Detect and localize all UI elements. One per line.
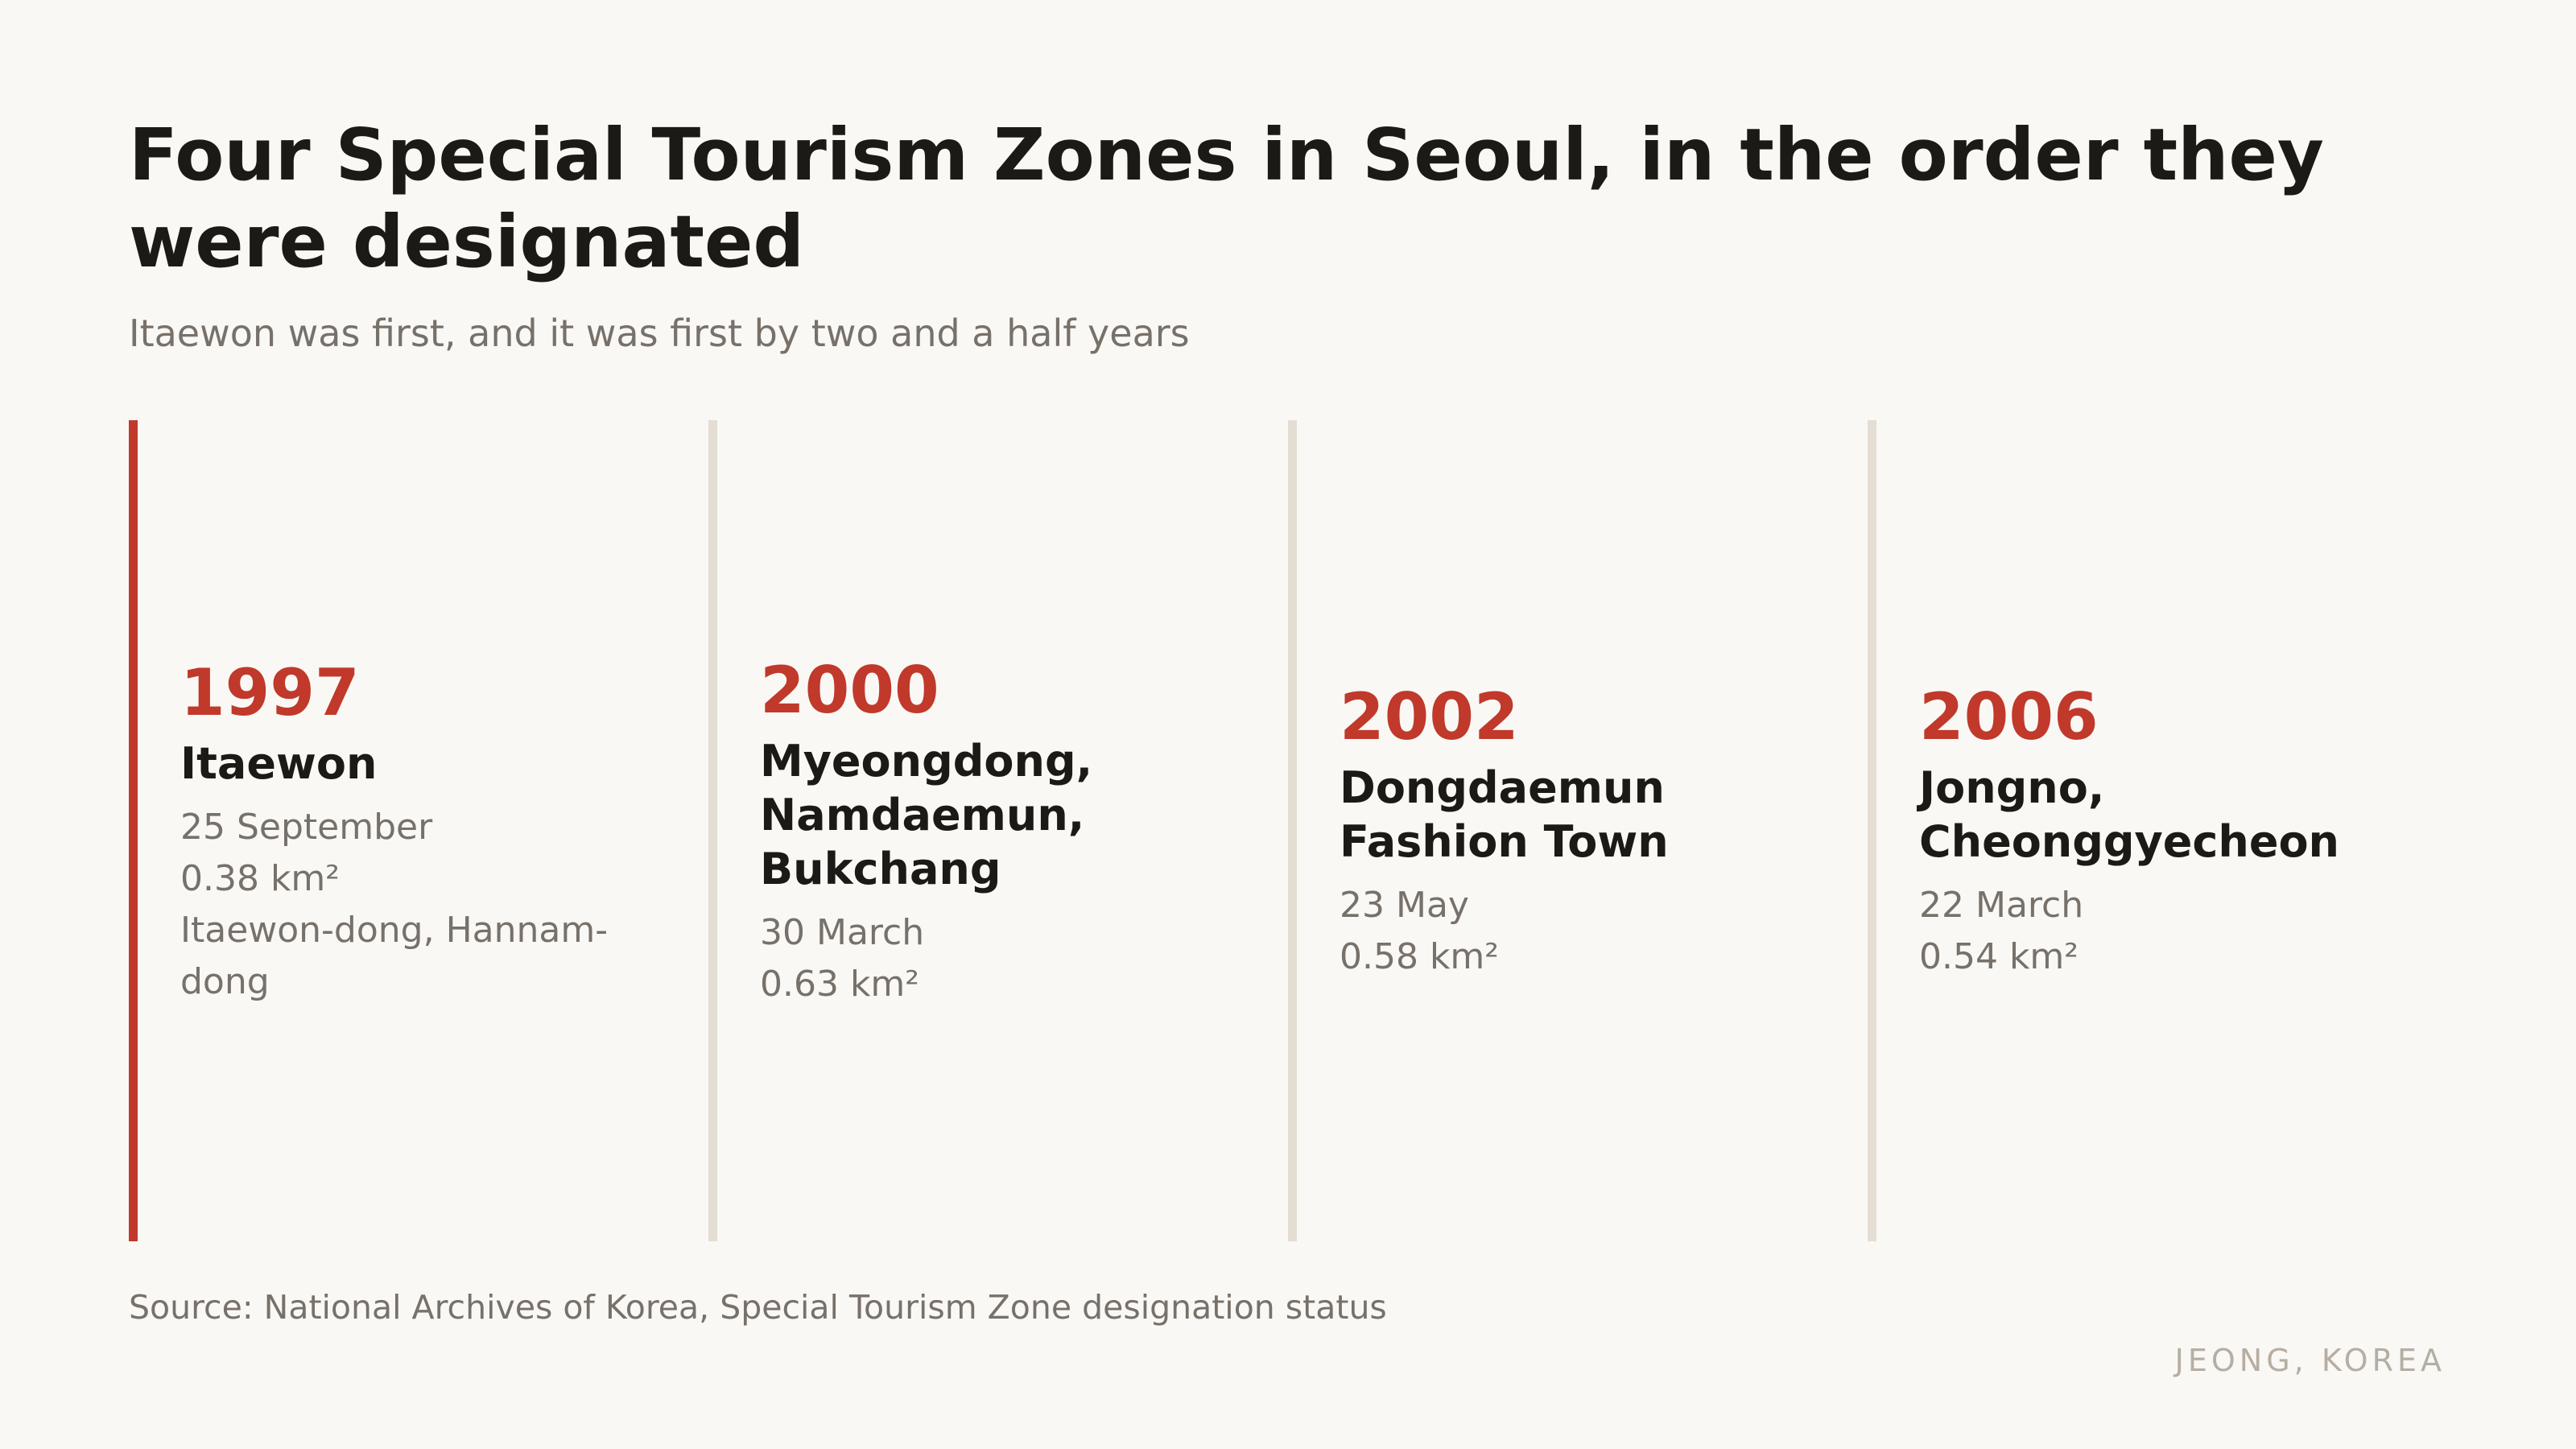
zone-area: 0.63 km² xyxy=(760,963,919,1005)
zone-details: 2002 Dongdaemun Fashion Town 23 May 0.58… xyxy=(1340,679,1823,983)
zone-date: 22 March xyxy=(1919,885,2084,926)
zone-year: 1997 xyxy=(180,654,360,730)
zone-details: 2006 Jongno, Cheonggyecheon 22 March 0.5… xyxy=(1919,679,2402,983)
zone-location: Itaewon-dong, Hannam-dong xyxy=(180,909,609,1002)
zone-year: 2000 xyxy=(760,652,939,728)
zone-year: 2002 xyxy=(1340,679,1519,754)
zone-name: Dongdaemun Fashion Town xyxy=(1340,762,1669,867)
zone-column-jongno: 2006 Jongno, Cheonggyecheon 22 March 0.5… xyxy=(1868,420,2447,1241)
zone-details: 1997 Itaewon 25 September 0.38 km² Itaew… xyxy=(180,654,663,1008)
credit-line: JEONG, KOREA xyxy=(2174,1343,2446,1378)
zone-column-dongdaemun: 2002 Dongdaemun Fashion Town 23 May 0.58… xyxy=(1288,420,1868,1241)
zone-date: 30 March xyxy=(760,911,925,953)
zone-area: 0.38 km² xyxy=(180,857,340,899)
source-note: Source: National Archives of Korea, Spec… xyxy=(129,1288,1387,1327)
zone-column-myeongdong: 2000 Myeongdong, Namdaemun, Bukchang 30 … xyxy=(708,420,1288,1241)
timeline-rule xyxy=(708,420,717,1241)
zone-year: 2006 xyxy=(1919,679,2099,754)
zone-area: 0.58 km² xyxy=(1340,936,1499,977)
zone-date: 25 September xyxy=(180,806,433,848)
timeline-rule-highlight xyxy=(129,420,138,1241)
zone-area: 0.54 km² xyxy=(1919,936,2079,977)
zone-name: Myeongdong, Namdaemun, Bukchang xyxy=(760,735,1093,894)
page-title: Four Special Tourism Zones in Seoul, in … xyxy=(129,113,2324,283)
timeline: 1997 Itaewon 25 September 0.38 km² Itaew… xyxy=(129,420,2447,1241)
page-subtitle: Itaewon was first, and it was first by t… xyxy=(129,312,1190,355)
timeline-rule xyxy=(1868,420,1876,1241)
zone-name: Itaewon xyxy=(180,737,378,789)
zone-column-itaewon: 1997 Itaewon 25 September 0.38 km² Itaew… xyxy=(129,420,708,1241)
timeline-rule xyxy=(1288,420,1297,1241)
zone-details: 2000 Myeongdong, Namdaemun, Bukchang 30 … xyxy=(760,652,1243,1010)
zone-date: 23 May xyxy=(1340,885,1469,926)
zone-name: Jongno, Cheonggyecheon xyxy=(1919,762,2339,867)
